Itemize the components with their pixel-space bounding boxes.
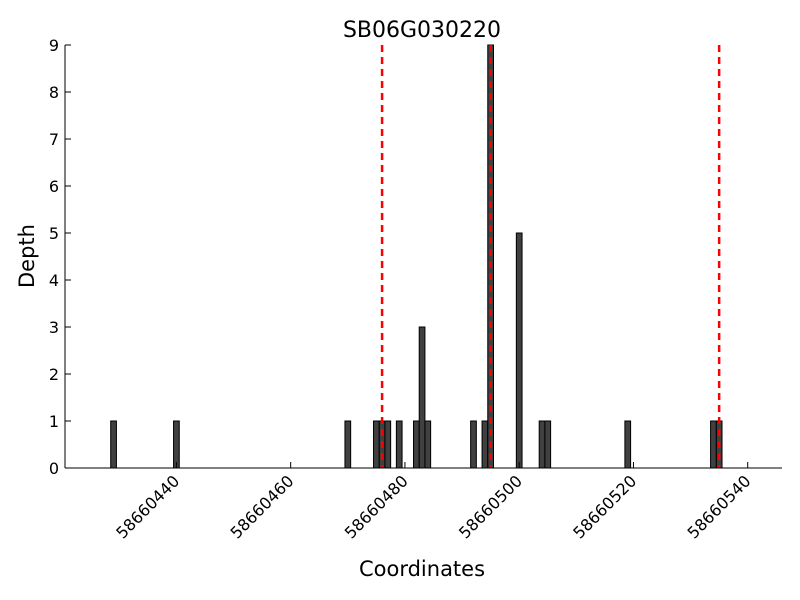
bar-1: [173, 420, 180, 469]
x-tick-label-0: 58660440: [112, 471, 183, 542]
y-tick-label-4: 4: [49, 271, 59, 290]
y-tick-label-0: 0: [49, 459, 59, 478]
x-tick-label-5: 58660540: [684, 471, 755, 542]
chart-title: SB06G030220: [343, 18, 501, 43]
bar-13: [515, 232, 523, 469]
bar-14: [538, 420, 546, 469]
bar-17: [710, 420, 717, 469]
bar-5: [384, 420, 392, 469]
y-ticks: 0 1 2 3 4 5 6 7 8 9: [49, 36, 71, 478]
x-tick-label-3: 58660500: [455, 471, 526, 542]
y-axis-label: Depth: [15, 224, 39, 288]
bar-3: [373, 420, 380, 469]
bar-8: [418, 326, 426, 469]
y-tick-label-6: 6: [49, 177, 59, 196]
y-tick-label-7: 7: [49, 130, 59, 149]
bars-layer: [110, 44, 723, 469]
bar-11: [481, 420, 489, 469]
y-tick-label-2: 2: [49, 365, 59, 384]
axes-layer: [64, 45, 782, 469]
bar-16: [624, 420, 632, 469]
y-tick-label-8: 8: [49, 83, 59, 102]
bar-2: [344, 420, 352, 469]
y-tick-label-3: 3: [49, 318, 59, 337]
y-tick-label-5: 5: [49, 224, 59, 243]
bar-7: [413, 420, 420, 469]
x-axis-label: Coordinates: [359, 557, 485, 581]
bar-10: [470, 420, 477, 469]
x-ticks: 58660440 58660460 58660480 58660500 58660520…: [112, 462, 755, 542]
x-tick-label-2: 58660480: [341, 471, 412, 542]
markers-layer: [380, 45, 721, 468]
x-tick-label-1: 58660460: [226, 471, 297, 542]
bar-0: [110, 420, 117, 469]
bar-9: [424, 420, 432, 469]
y-tick-label-1: 1: [49, 412, 59, 431]
bar-6: [395, 420, 403, 469]
x-tick-label-4: 58660520: [569, 471, 640, 542]
bar-15: [544, 420, 552, 469]
y-tick-label-9: 9: [49, 36, 59, 55]
